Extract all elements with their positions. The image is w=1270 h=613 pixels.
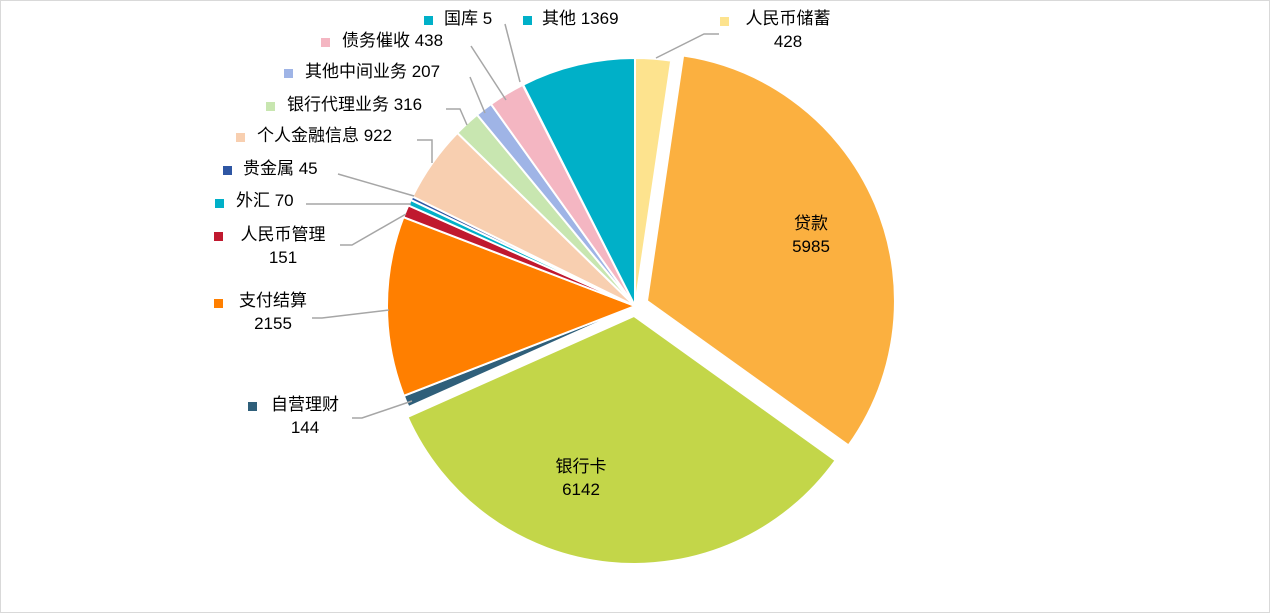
data-label-6: 外汇 70	[236, 191, 294, 210]
leader-line-3	[352, 400, 413, 419]
leader-line-4	[312, 309, 390, 319]
leader-line-8	[417, 139, 433, 163]
legend-marker-7	[223, 166, 232, 175]
pie-slice-1	[645, 54, 896, 447]
leader-line-10	[469, 76, 486, 114]
data-label-8: 个人金融信息 922	[257, 126, 392, 145]
data-label-13: 其他 1369	[542, 9, 619, 28]
leader-line-5	[340, 213, 407, 246]
pie-slice-13	[521, 56, 636, 307]
data-label-11: 债务催收 438	[342, 31, 443, 50]
legend-marker-12	[424, 16, 433, 25]
data-label-9: 银行代理业务 316	[287, 95, 422, 114]
legend-marker-3	[248, 402, 257, 411]
leader-line-12	[504, 23, 521, 83]
legend-marker-13	[523, 16, 532, 25]
legend-marker-4	[214, 299, 223, 308]
data-label-5: 人民币管理 151	[241, 225, 326, 267]
legend-marker-5	[214, 232, 223, 241]
data-label-1: 贷款 5985	[792, 214, 830, 256]
data-label-2: 银行卡 6142	[556, 457, 607, 499]
data-label-0: 人民币储蓄 428	[746, 9, 831, 51]
legend-marker-10	[284, 69, 293, 78]
legend-marker-6	[215, 199, 224, 208]
data-label-4: 支付结算 2155	[239, 291, 307, 333]
data-label-7: 贵金属 45	[243, 159, 318, 178]
data-label-10: 其他中间业务 207	[305, 62, 440, 81]
leader-line-0	[655, 33, 719, 59]
data-label-12: 国库 5	[444, 9, 492, 28]
legend-marker-0	[720, 17, 729, 26]
pie-slice-4	[386, 215, 638, 398]
leader-line-11	[470, 45, 507, 101]
leader-line-9	[446, 108, 468, 126]
leader-line-7	[337, 173, 415, 197]
legend-marker-8	[236, 133, 245, 142]
legend-marker-9	[266, 102, 275, 111]
legend-marker-11	[321, 38, 330, 47]
pie-slice-2	[406, 314, 837, 565]
data-label-3: 自营理财 144	[271, 395, 339, 437]
